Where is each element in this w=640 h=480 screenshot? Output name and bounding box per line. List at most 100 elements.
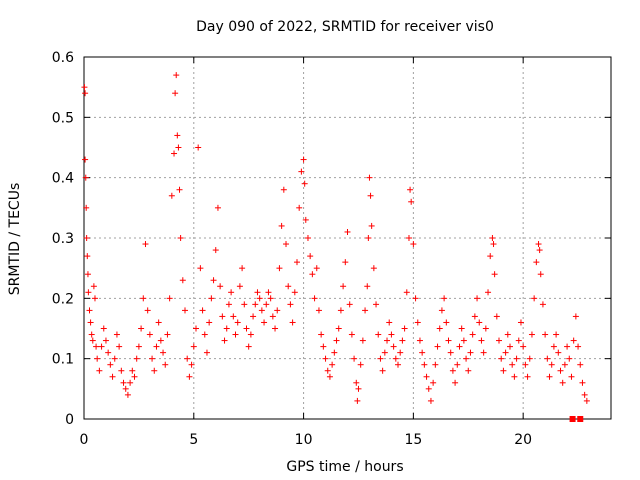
- data-point: [324, 367, 331, 374]
- data-point: [96, 367, 103, 374]
- data-point: [309, 271, 316, 278]
- data-point: [201, 331, 208, 338]
- data-point: [83, 204, 90, 211]
- data-point: [456, 343, 463, 350]
- data-point: [219, 313, 226, 320]
- data-point: [476, 319, 483, 326]
- data-point: [83, 235, 90, 241]
- data-point: [91, 295, 98, 302]
- x-tick-label: 0: [80, 432, 89, 448]
- data-point: [252, 301, 259, 308]
- data-point: [487, 253, 494, 260]
- data-point: [419, 349, 426, 356]
- data-point: [212, 247, 219, 254]
- data-point: [353, 379, 360, 386]
- data-point: [379, 367, 386, 374]
- data-point: [311, 295, 318, 302]
- data-point: [285, 283, 292, 290]
- data-point: [111, 355, 118, 362]
- data-point: [302, 216, 309, 223]
- data-point: [471, 313, 478, 320]
- data-point: [544, 355, 551, 362]
- x-tick-label: 5: [189, 432, 198, 448]
- data-point: [506, 343, 513, 350]
- data-point: [81, 84, 88, 91]
- y-tick-label: 0.2: [52, 291, 74, 307]
- y-tick-label: 0.1: [52, 352, 74, 368]
- data-point: [553, 331, 560, 338]
- data-point: [82, 156, 89, 163]
- data-point: [243, 325, 250, 332]
- data-point: [370, 265, 377, 272]
- data-point: [276, 265, 283, 272]
- data-point: [367, 192, 374, 199]
- data-point: [245, 343, 252, 350]
- y-tick-label: 0: [65, 412, 74, 428]
- x-tick-label: 15: [404, 432, 422, 448]
- data-point: [542, 331, 549, 338]
- data-point: [269, 313, 276, 320]
- data-point: [500, 367, 507, 374]
- data-point: [86, 307, 93, 314]
- data-point: [214, 204, 221, 211]
- data-point: [384, 337, 391, 344]
- special-marker: [569, 416, 576, 422]
- data-point: [490, 241, 497, 248]
- data-point: [102, 337, 109, 344]
- data-point: [151, 367, 158, 374]
- data-point: [458, 325, 465, 332]
- data-point: [124, 391, 131, 398]
- data-point: [401, 325, 408, 332]
- data-point: [142, 241, 149, 248]
- data-point: [138, 325, 145, 332]
- y-tick-label: 0.3: [52, 231, 74, 247]
- data-point: [263, 301, 270, 308]
- data-point: [408, 198, 415, 205]
- data-point: [469, 331, 476, 338]
- data-point: [166, 295, 173, 302]
- data-point: [441, 295, 448, 302]
- y-tick-label: 0.4: [52, 171, 74, 187]
- data-point: [241, 301, 248, 308]
- data-point: [423, 373, 430, 380]
- data-point: [430, 379, 437, 386]
- data-point: [87, 319, 94, 326]
- data-point: [517, 319, 524, 326]
- data-point: [84, 271, 91, 278]
- data-point: [454, 361, 461, 368]
- x-tick-label: 20: [514, 432, 532, 448]
- data-point: [581, 391, 588, 398]
- data-point: [113, 331, 120, 338]
- data-point: [256, 295, 263, 302]
- data-point: [364, 283, 371, 290]
- data-point: [480, 349, 487, 356]
- data-point: [265, 289, 272, 296]
- data-point: [445, 337, 452, 344]
- data-point: [274, 307, 281, 314]
- data-point: [162, 361, 169, 368]
- data-point: [399, 337, 406, 344]
- data-point: [572, 313, 579, 320]
- data-point: [175, 144, 182, 151]
- data-point: [298, 168, 305, 175]
- data-point: [172, 90, 179, 97]
- data-point: [85, 289, 92, 296]
- data-points: [81, 72, 590, 404]
- data-point: [355, 385, 362, 392]
- data-point: [120, 379, 127, 386]
- data-point: [511, 373, 518, 380]
- data-point: [225, 301, 232, 308]
- data-point: [375, 331, 382, 338]
- data-point: [289, 319, 296, 326]
- data-point: [254, 289, 261, 296]
- data-point: [559, 379, 566, 386]
- data-point: [467, 349, 474, 356]
- data-point: [160, 349, 167, 356]
- data-point: [210, 277, 217, 284]
- data-point: [195, 144, 202, 151]
- data-point: [236, 283, 243, 290]
- data-point: [157, 337, 164, 344]
- data-point: [230, 313, 237, 320]
- data-point: [555, 349, 562, 356]
